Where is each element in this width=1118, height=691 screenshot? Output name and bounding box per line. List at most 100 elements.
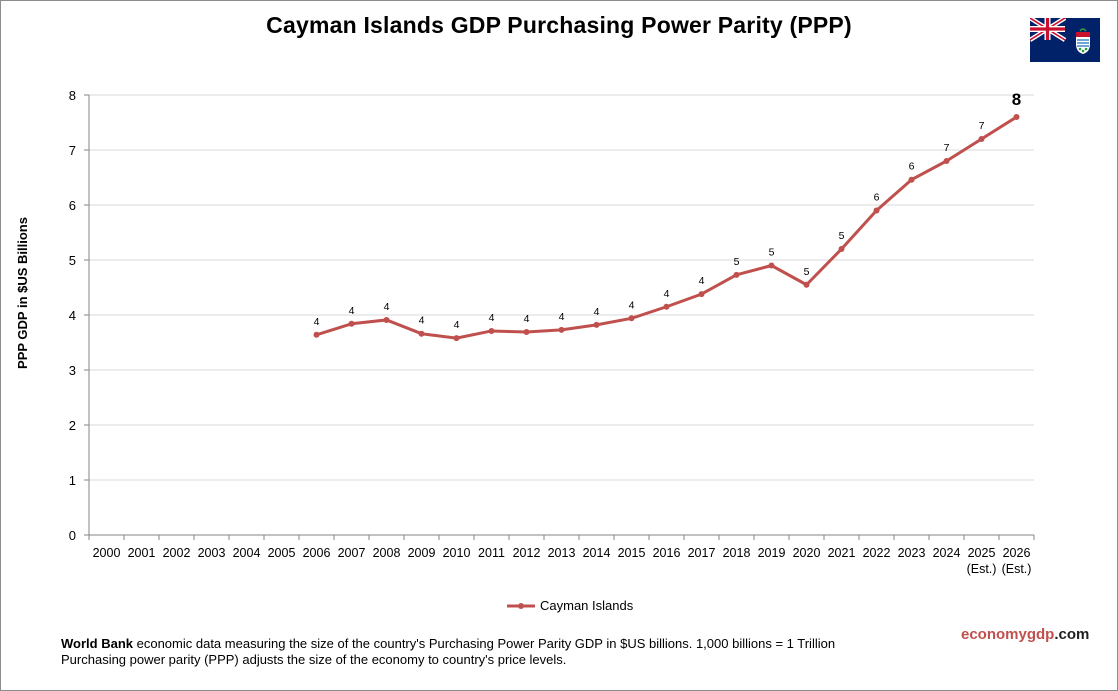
- x-tick-label: 2017: [688, 546, 716, 560]
- x-tick-label: 2016: [653, 546, 681, 560]
- x-tick-label: 2019: [758, 546, 786, 560]
- data-point: [523, 329, 530, 336]
- data-point: [978, 136, 985, 142]
- chart-title: Cayman Islands GDP Purchasing Power Pari…: [266, 12, 852, 38]
- legend-line-marker-icon: [507, 602, 535, 609]
- x-tick-label: 2008: [373, 546, 401, 560]
- y-tick-label: 3: [69, 363, 76, 378]
- y-axis-label: PPP GDP in $US Billions: [15, 217, 30, 369]
- x-tick-label: 2025: [968, 546, 996, 560]
- data-point: [488, 327, 495, 334]
- x-tick-label: 2018: [723, 546, 751, 560]
- data-label: 6: [909, 161, 915, 173]
- x-tick-label: 2011: [478, 546, 505, 560]
- data-label: 4: [489, 312, 495, 324]
- data-label: 4: [524, 313, 530, 325]
- data-labels: 4 4 4 4 4 4 4 4 4 4 4 4 5 5 5 5 6 6 7 7 8: [314, 90, 1022, 331]
- x-tick-label: 2004: [233, 546, 261, 560]
- x-tick-label: 2006: [303, 546, 331, 560]
- data-label: 5: [734, 256, 740, 268]
- x-tick-label: 2021: [828, 546, 856, 560]
- data-label: 4: [419, 315, 425, 327]
- data-point: [663, 303, 670, 310]
- footnote: World Bank economic data measuring the s…: [61, 636, 961, 668]
- x-tick-label: 2015: [618, 546, 646, 560]
- y-tick-label: 1: [69, 473, 76, 488]
- data-point: [418, 330, 425, 337]
- data-point: [908, 176, 915, 183]
- data-label: 4: [559, 311, 565, 323]
- y-tick-label: 0: [69, 528, 76, 543]
- footnote-line-1: World Bank economic data measuring the s…: [61, 636, 961, 652]
- data-label: 4: [349, 305, 355, 317]
- data-label: 4: [314, 316, 320, 328]
- data-point: [698, 291, 705, 298]
- data-point: [558, 326, 565, 333]
- y-tick-label: 5: [69, 253, 76, 268]
- data-point: [453, 335, 460, 342]
- gridlines: [89, 94, 1034, 481]
- x-tick-label: 2010: [443, 546, 471, 560]
- brand-part-3: .com: [1054, 626, 1090, 643]
- x-tick-label: 2009: [408, 546, 436, 560]
- data-label: 4: [699, 275, 705, 287]
- footnote-line-2: Purchasing power parity (PPP) adjusts th…: [61, 652, 567, 667]
- data-point: [838, 246, 845, 252]
- data-label: 4: [594, 306, 600, 318]
- data-point: [803, 281, 810, 288]
- data-point: [1013, 114, 1020, 120]
- x-tick-label: 2026: [1003, 546, 1031, 560]
- data-label: 5: [769, 247, 775, 259]
- y-tick-label: 8: [69, 88, 76, 103]
- axes: 0 1 2 3 4 5 6 7 8 2000 2001 2002 2003 2004 2005 2006 200…: [69, 88, 1035, 576]
- x-tick-label: 2023: [898, 546, 926, 560]
- footnote-line-1-text: economic data measuring the size of the …: [133, 636, 836, 651]
- series-cayman-islands: [313, 114, 1020, 342]
- x-tick-label: 2003: [198, 546, 226, 560]
- brand-part-2: gdp: [1026, 626, 1055, 643]
- data-label: 4: [664, 288, 670, 300]
- data-label: 8: [1012, 90, 1021, 109]
- x-tick-label: 2022: [863, 546, 891, 560]
- data-point: [383, 316, 390, 323]
- data-point: [313, 331, 320, 338]
- cayman-islands-flag-icon: [1030, 18, 1100, 62]
- legend-label: Cayman Islands: [540, 598, 634, 613]
- x-tick-label: 2001: [128, 546, 156, 560]
- x-tick-sublabel: (Est.): [967, 562, 997, 576]
- data-label: 5: [804, 266, 810, 278]
- y-tick-label: 7: [69, 143, 76, 158]
- y-tick-label: 6: [69, 198, 76, 213]
- x-tick-sublabel: (Est.): [1002, 562, 1032, 576]
- x-tick-label: 2002: [163, 546, 191, 560]
- x-tick-label: 2013: [548, 546, 576, 560]
- x-tick-label: 2005: [268, 546, 296, 560]
- brand-logo: economygdp.com: [961, 626, 1089, 643]
- data-point: [768, 262, 775, 269]
- data-point: [873, 207, 880, 214]
- data-point: [943, 158, 950, 164]
- x-tick-label: 2024: [933, 546, 961, 560]
- data-label: 7: [944, 142, 950, 154]
- data-label: 7: [979, 120, 985, 132]
- data-label: 5: [839, 230, 845, 242]
- data-point: [628, 315, 635, 322]
- x-tick-label: 2007: [338, 546, 366, 560]
- x-tick-label: 2020: [793, 546, 821, 560]
- data-point: [348, 320, 355, 327]
- data-label: 4: [629, 299, 635, 311]
- legend: Cayman Islands: [506, 598, 633, 613]
- footnote-source: World Bank: [61, 636, 133, 651]
- x-tick-label: 2014: [583, 546, 611, 560]
- y-tick-label: 4: [69, 308, 76, 323]
- data-label: 4: [384, 301, 390, 313]
- data-point: [733, 271, 740, 278]
- data-point: [593, 321, 600, 328]
- x-tick-label: 2012: [513, 546, 541, 560]
- x-tick-label: 2000: [93, 546, 121, 560]
- brand-part-1: economy: [961, 626, 1027, 643]
- data-label: 4: [454, 319, 460, 331]
- y-tick-label: 2: [69, 418, 76, 433]
